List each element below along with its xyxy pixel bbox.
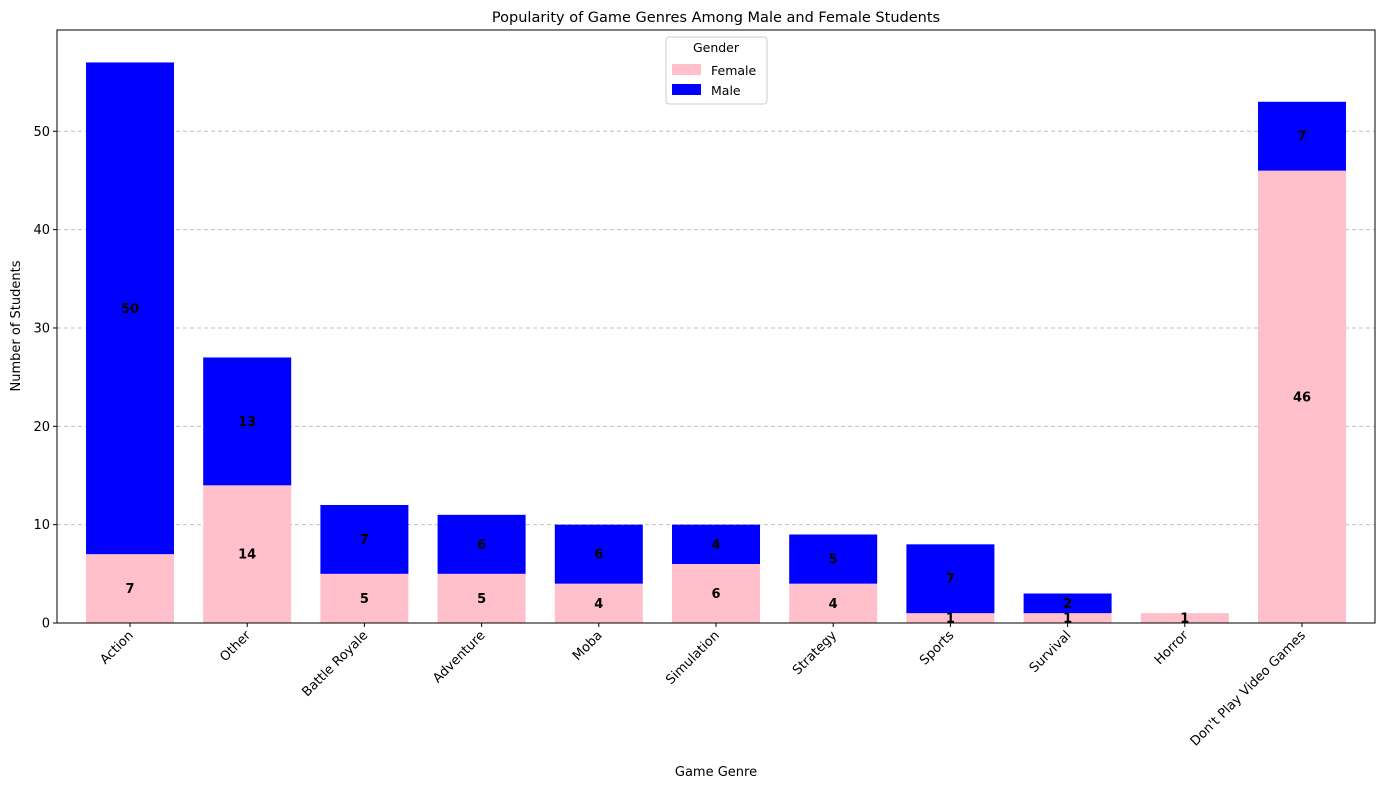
y-tick-label: 40 xyxy=(33,223,50,238)
bar-label-male: 7 xyxy=(1297,130,1306,145)
bar-male xyxy=(437,514,526,574)
bar-label-female: 6 xyxy=(711,587,720,602)
bar-female xyxy=(320,573,409,623)
x-axis-ticks: Action Other Battle Royale Adventure Moba Sim… xyxy=(97,623,1309,749)
x-tick-label: Battle Royale xyxy=(299,628,371,700)
bar-female xyxy=(1258,170,1346,623)
y-axis-label: Number of Students xyxy=(9,260,24,391)
bar-female xyxy=(203,485,292,623)
bar-female xyxy=(789,583,878,623)
bar-male xyxy=(86,62,174,555)
bar-male xyxy=(554,524,643,584)
x-tick-label: Don't Play Video Games xyxy=(1188,628,1309,749)
x-tick-label: Simulation xyxy=(663,628,723,688)
bar-male xyxy=(203,357,292,486)
bar-label-female: 1 xyxy=(1063,612,1072,627)
x-tick-label: Survival xyxy=(1027,628,1075,676)
bar-label-male: 7 xyxy=(946,572,955,587)
legend-swatch-male xyxy=(672,84,701,95)
bar-label-female: 46 xyxy=(1293,390,1311,405)
bar-label-female: 5 xyxy=(477,592,486,607)
y-tick-label: 10 xyxy=(33,518,50,533)
x-tick-label: Other xyxy=(217,628,254,665)
legend-label-female: Female xyxy=(711,63,757,78)
bar-label-male: 4 xyxy=(711,538,720,553)
bar-label-female: 1 xyxy=(1180,612,1189,627)
bar-female xyxy=(1023,613,1112,623)
bar-male xyxy=(1258,101,1346,171)
bar-label-female: 4 xyxy=(829,597,838,612)
legend: Gender Female Male xyxy=(665,36,768,105)
x-tick-label: Sports xyxy=(917,628,957,668)
x-tick-label: Horror xyxy=(1152,628,1192,668)
y-tick-label: 20 xyxy=(33,420,50,435)
bar-male xyxy=(789,534,878,584)
y-tick-label: 50 xyxy=(33,125,50,140)
bar-label-male: 50 xyxy=(121,302,139,317)
bar-male xyxy=(1023,593,1112,614)
x-tick-label: Adventure xyxy=(430,628,488,686)
bar-male xyxy=(672,524,760,564)
legend-label-male: Male xyxy=(711,83,741,98)
x-tick-label: Moba xyxy=(570,628,606,664)
bar-female xyxy=(437,573,526,623)
bar-label-male: 6 xyxy=(594,548,603,563)
x-tick-label: Strategy xyxy=(790,628,840,678)
chart-title: Popularity of Game Genres Among Male and… xyxy=(492,10,940,26)
bar-label-male: 7 xyxy=(360,533,369,548)
bar-female xyxy=(906,613,995,623)
x-axis-label: Game Genre xyxy=(675,765,757,780)
bar-female xyxy=(554,583,643,623)
bar-label-female: 4 xyxy=(594,597,603,612)
bar-female xyxy=(1140,613,1229,623)
y-tick-label: 30 xyxy=(33,321,50,336)
bar-label-female: 14 xyxy=(238,548,256,563)
bar-label-male: 6 xyxy=(477,538,486,553)
bar-male xyxy=(906,544,995,614)
bar-label-male: 5 xyxy=(829,553,838,568)
bars xyxy=(86,62,1346,623)
bar-label-male: 13 xyxy=(238,415,256,430)
bar-label-female: 7 xyxy=(125,582,134,597)
legend-title: Gender xyxy=(693,40,740,55)
y-axis-ticks: 0 10 20 30 40 50 xyxy=(33,125,57,632)
bar-male xyxy=(320,504,409,574)
y-tick-label: 0 xyxy=(42,617,50,632)
bar-label-female: 1 xyxy=(946,612,955,627)
bar-label-male: 2 xyxy=(1063,597,1072,612)
bar-female xyxy=(86,554,174,623)
legend-swatch-female xyxy=(672,64,701,75)
x-tick-label: Action xyxy=(97,628,136,667)
bar-label-female: 5 xyxy=(360,592,369,607)
bar-female xyxy=(672,563,760,623)
